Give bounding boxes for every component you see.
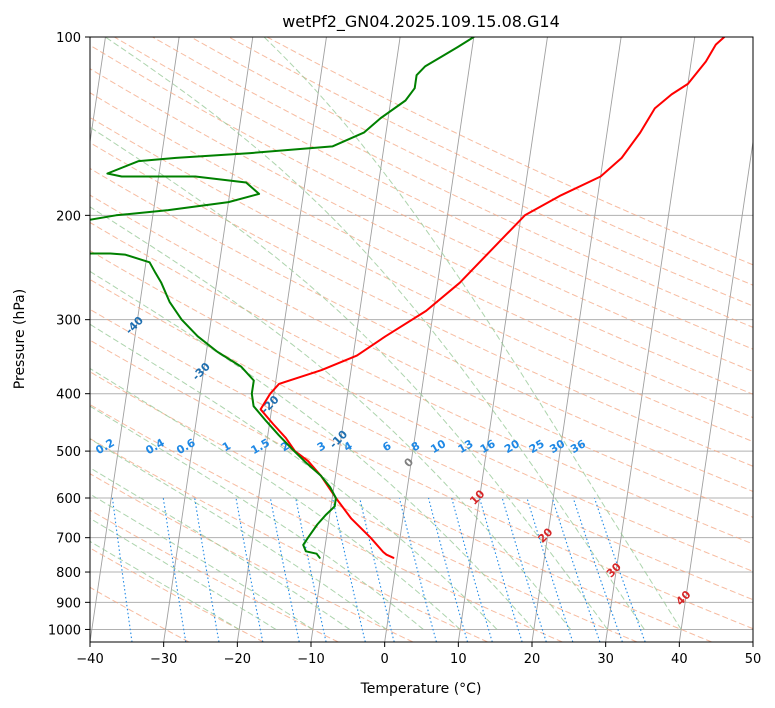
mixing-ratio-line [295, 497, 327, 642]
y-tick-label: 200 [56, 209, 81, 224]
dewpoint-profile-line [90, 37, 475, 559]
plot-frame [89, 36, 754, 643]
dry-adiabat-line [228, 37, 753, 286]
isotherm-line [384, 37, 475, 642]
isotherm-line [678, 138, 753, 642]
y-tick-label: 800 [56, 566, 81, 581]
mixing-ratio-line [526, 497, 574, 642]
y-axis-title: Pressure (hPa) [12, 289, 28, 389]
mixing-ratio-lines [111, 497, 646, 642]
mixing-ratio-line [572, 497, 623, 642]
isotherm-lines [90, 37, 753, 642]
mixing-ratio-line [269, 497, 300, 642]
x-tick-label: 0 [381, 652, 389, 667]
x-tick-label: 10 [450, 652, 467, 667]
dry-adiabat-line [90, 438, 488, 642]
dry-adiabat-line [90, 509, 339, 642]
x-tick-label: 50 [745, 652, 762, 667]
x-tick-label: −20 [224, 652, 251, 667]
mixing-ratio-line [398, 497, 437, 642]
isotherm-line [236, 37, 327, 642]
mixing-ratio-line [501, 497, 547, 642]
dry-adiabat-line [90, 68, 753, 395]
dry-adiabat-line [90, 221, 753, 545]
chart-title: wetPf2_GN04.2025.109.15.08.G14 [282, 12, 560, 32]
isotherm-line [90, 37, 180, 642]
profile-series [90, 37, 726, 559]
y-tick-label: 600 [56, 492, 81, 507]
moist-adiabat-line [90, 367, 461, 630]
y-tick-label: 300 [56, 314, 81, 329]
moist-adiabat-line [90, 467, 350, 630]
dry-adiabats [90, 37, 753, 642]
dry-adiabat-line [90, 473, 414, 642]
dry-adiabat-line [90, 547, 264, 642]
y-axis-ticks: 100 200 300 400 500 600 700 800 900 1000 [48, 31, 90, 638]
x-tick-label: −30 [150, 652, 177, 667]
dry-adiabat-line [152, 37, 753, 328]
moist-adiabats [90, 37, 682, 630]
mixing-ratio-line [479, 497, 523, 642]
x-tick-label: 20 [524, 652, 541, 667]
moist-adiabat-line [90, 126, 608, 630]
dry-adiabat-line [90, 44, 753, 372]
dry-adiabat-line [90, 194, 753, 518]
y-tick-label: 900 [56, 596, 81, 611]
dry-adiabat-line [90, 278, 753, 601]
dry-adiabat-line [90, 339, 712, 642]
mixing-ratio-line [551, 497, 601, 642]
moist-adiabat-line [105, 37, 645, 630]
mixing-ratio-line [593, 497, 646, 642]
x-axis-ticks: −40 −30 −20 −10 0 10 20 30 40 50 [76, 642, 761, 667]
x-tick-label: −10 [297, 652, 324, 667]
x-axis-title: Temperature (°C) [360, 681, 482, 697]
moist-adiabat-line [263, 37, 682, 630]
dry-adiabat-line [90, 308, 753, 630]
moist-adiabat-line [90, 438, 387, 630]
moist-adiabat-line [90, 270, 535, 630]
isotherm-line [163, 37, 254, 642]
mixing-ratio-line [359, 497, 395, 642]
isotherm-line [605, 37, 696, 642]
isotherm-line [90, 37, 106, 145]
mixing-ratio-line [332, 497, 366, 642]
mixing-ratio-line [451, 497, 493, 642]
x-tick-label: 30 [597, 652, 614, 667]
moist-adiabat-line [90, 405, 424, 630]
y-tick-label: 700 [56, 532, 81, 547]
moist-adiabat-line [90, 540, 240, 630]
mixing-ratio-line [427, 497, 469, 642]
dry-adiabat-line [90, 167, 753, 492]
isotherm-line [310, 37, 401, 642]
x-tick-label: −40 [76, 652, 103, 667]
x-tick-label: 40 [671, 652, 688, 667]
isotherm-line [457, 37, 548, 642]
dry-adiabat-line [90, 92, 753, 419]
y-tick-label: 500 [56, 445, 81, 460]
dry-adiabat-line [90, 404, 563, 642]
moist-adiabat-line [90, 206, 572, 630]
moist-adiabat-line [90, 323, 498, 630]
dry-adiabat-line [90, 371, 638, 642]
y-tick-label: 1000 [48, 623, 81, 638]
dry-adiabat-line [90, 116, 753, 443]
plot-background [90, 37, 753, 642]
isotherm-line [531, 37, 622, 642]
y-tick-label: 400 [56, 388, 81, 403]
y-tick-label: 100 [56, 31, 81, 46]
